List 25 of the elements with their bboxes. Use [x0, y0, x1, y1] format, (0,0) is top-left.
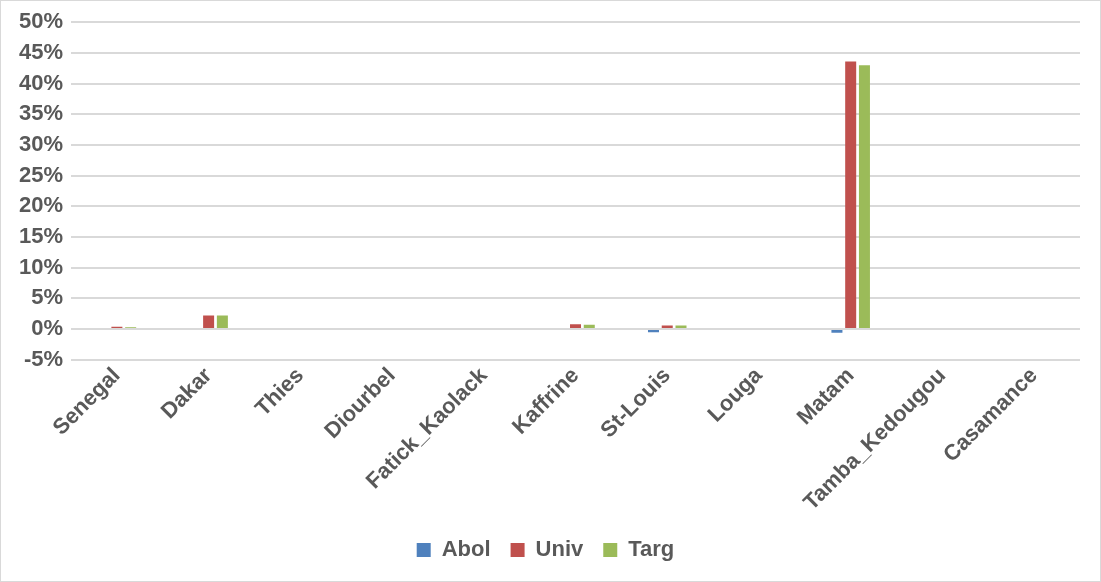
y-tick-label: 20% [18, 192, 64, 218]
legend-label: Univ [535, 536, 585, 562]
y-tick-label: 40% [18, 69, 64, 95]
bar [831, 330, 843, 333]
bar [661, 325, 673, 329]
bar [583, 324, 595, 329]
y-tick-label: 10% [18, 253, 64, 279]
y-tick-label: 45% [18, 38, 64, 64]
y-tick-label: 15% [18, 223, 64, 249]
bar [647, 330, 659, 333]
y-tick-label: 50% [18, 8, 64, 34]
legend-label: Targ [628, 536, 675, 562]
bar [203, 315, 215, 329]
legend-label: Abol [441, 536, 491, 562]
y-tick-label: -5% [23, 345, 64, 371]
bar [845, 61, 857, 329]
bar [858, 65, 870, 329]
bar [570, 324, 582, 329]
y-tick-label: 0% [31, 315, 64, 341]
bar [675, 325, 687, 329]
y-tick-label: 25% [18, 161, 64, 187]
bar [216, 315, 228, 329]
y-tick-label: 5% [31, 284, 64, 310]
y-tick-label: 30% [18, 131, 64, 157]
y-tick-label: 35% [18, 100, 64, 126]
